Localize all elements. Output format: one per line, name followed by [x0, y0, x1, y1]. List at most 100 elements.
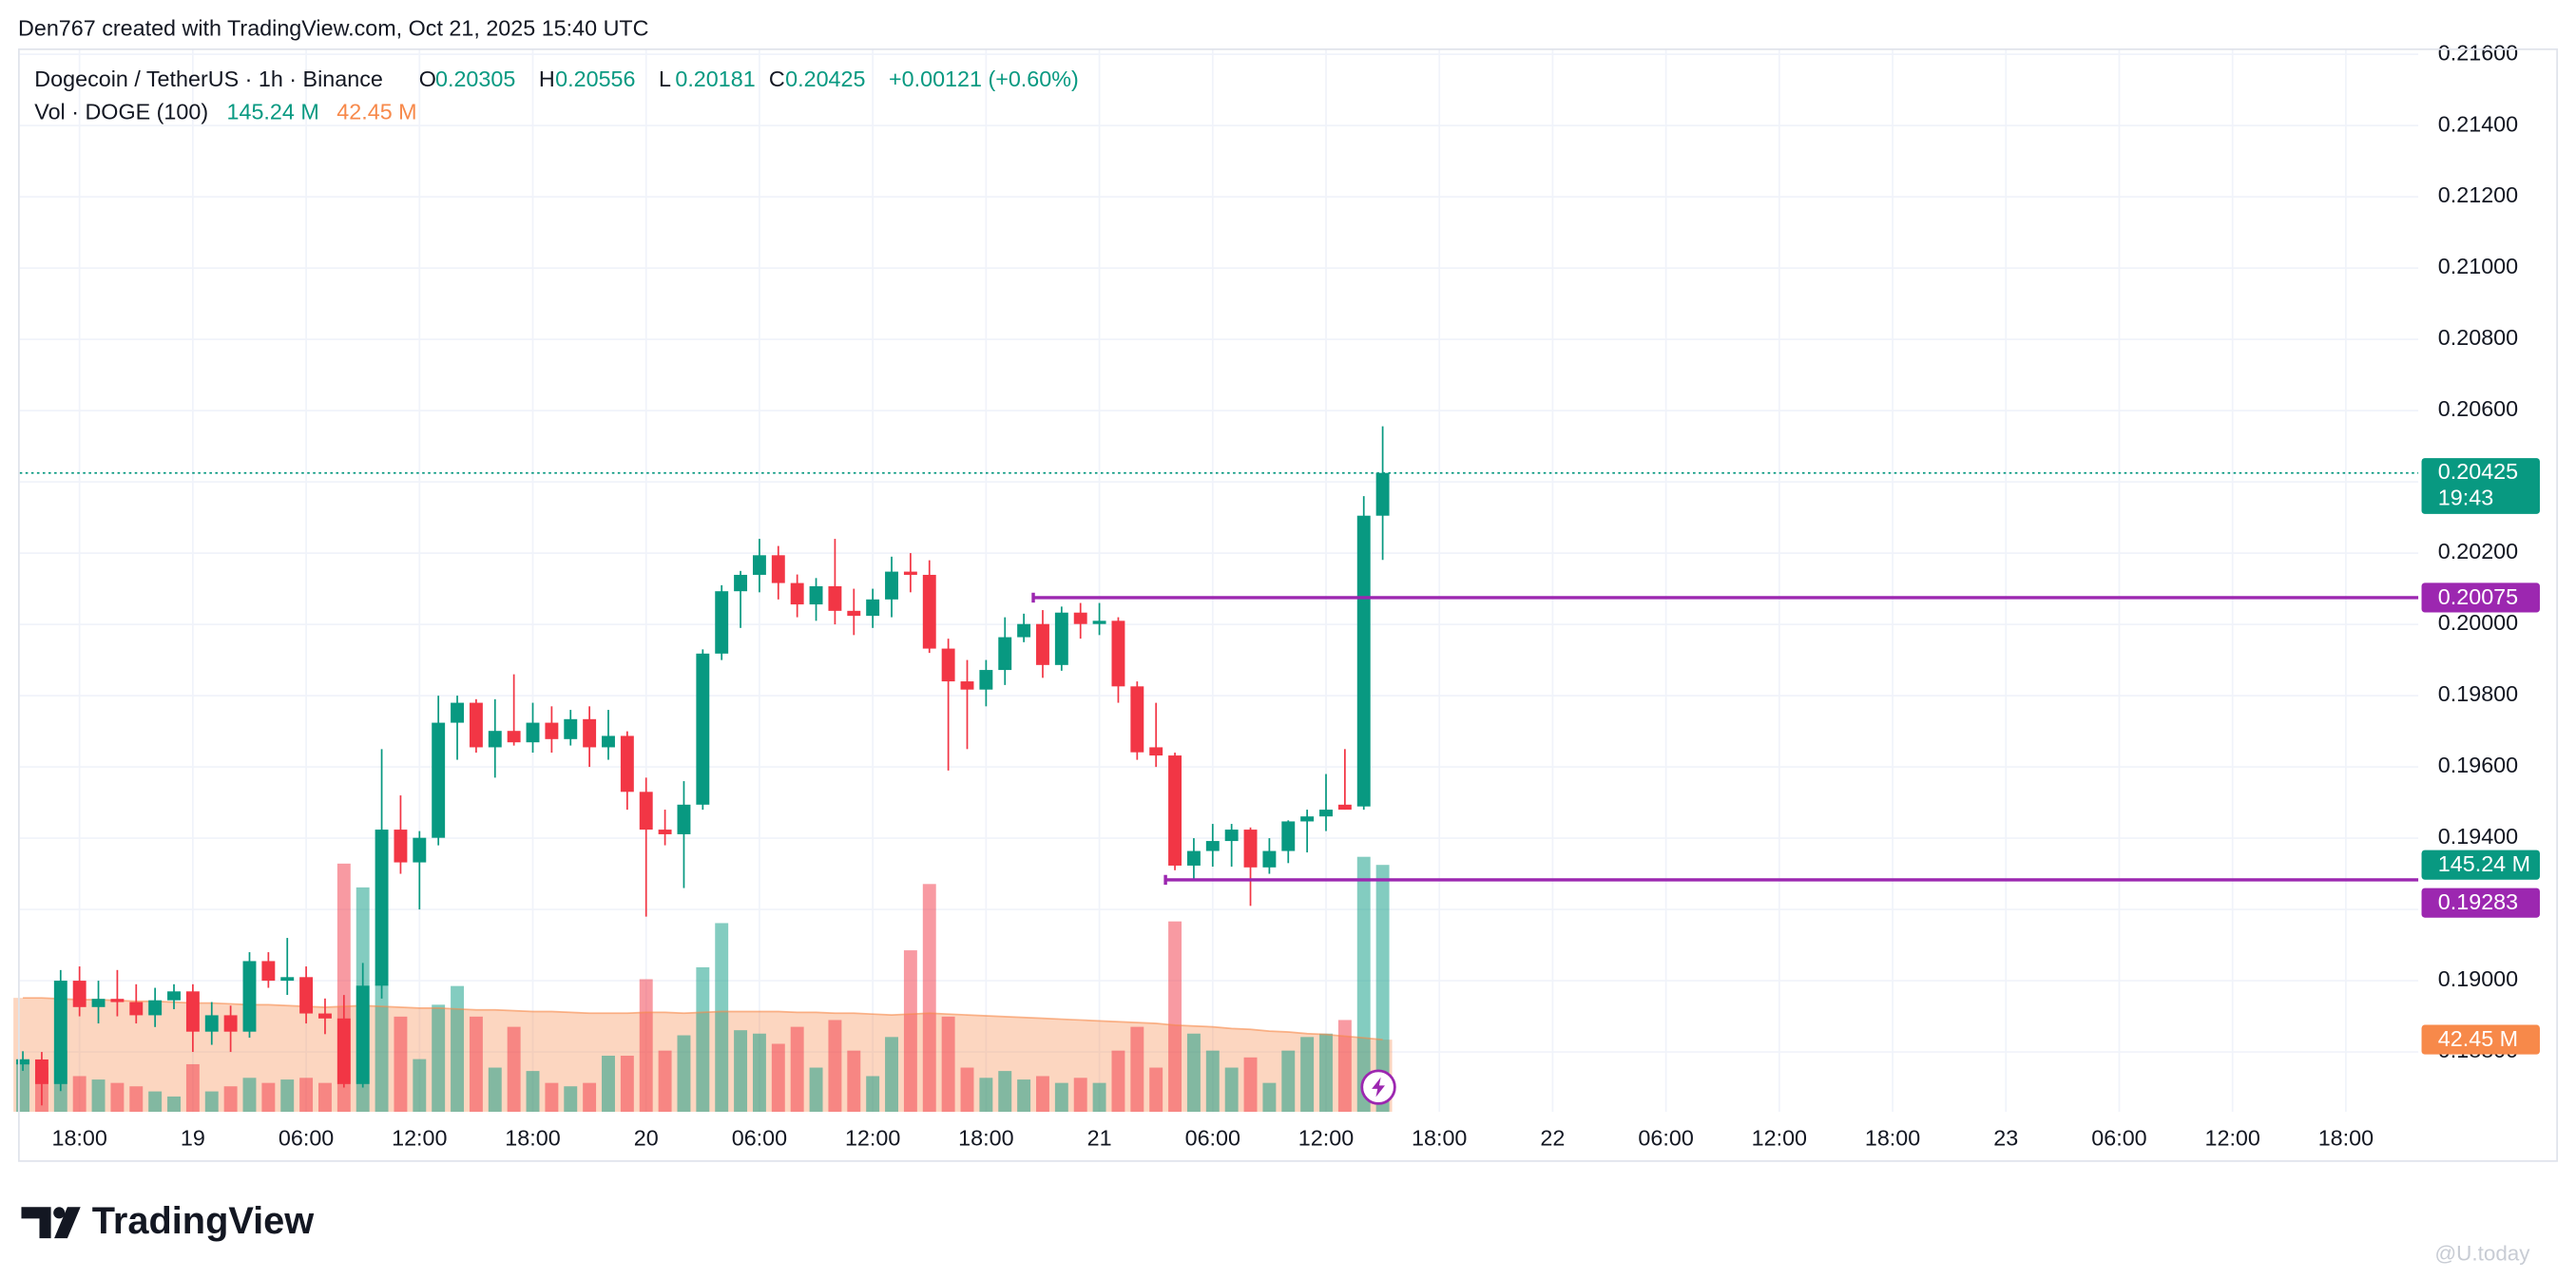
- volume-bar: [1205, 1050, 1220, 1113]
- volume-bar: [1149, 1067, 1163, 1113]
- volume-ma-value: 42.45 M: [336, 99, 416, 124]
- volume-bar: [828, 1020, 842, 1113]
- volume-bar: [129, 1086, 144, 1113]
- ohlc-value: 0.20556: [555, 67, 635, 91]
- ohlc-legend: O 0.20305 H 0.20556 L 0.20181 C 0.20425 +0.00121…: [419, 67, 1079, 91]
- watermark: @U.today: [2434, 1241, 2530, 1265]
- candle-body: [1319, 810, 1333, 817]
- x-tick-label: 06:00: [1185, 1126, 1240, 1151]
- volume-bar: [1319, 1033, 1333, 1113]
- candle-body: [148, 1000, 163, 1016]
- y-tick-label: 0.21600: [2438, 40, 2518, 65]
- volume-bar: [922, 884, 936, 1113]
- volume-bar: [1092, 1082, 1106, 1113]
- volume-bar: [148, 1091, 163, 1113]
- x-tick-label: 06:00: [732, 1126, 787, 1151]
- volume-bar: [1243, 1057, 1258, 1113]
- candle-body: [1186, 850, 1201, 866]
- volume-bar: [639, 979, 653, 1113]
- candle-body: [696, 653, 710, 805]
- candle-body: [469, 702, 483, 748]
- x-tick-label: 12:00: [392, 1126, 447, 1151]
- ohlc-letter: L: [659, 67, 671, 91]
- candle-body: [1262, 850, 1277, 868]
- x-tick-label: 18:00: [958, 1126, 1013, 1151]
- volume-bar: [658, 1050, 672, 1113]
- candle-body: [16, 1059, 30, 1065]
- candle-body: [1149, 747, 1163, 756]
- volume-bar: [941, 1016, 955, 1113]
- candle-body: [1017, 623, 1031, 638]
- volume-bar: [620, 1056, 634, 1113]
- candle-body: [432, 722, 446, 838]
- candle-body: [941, 648, 955, 682]
- chart-frame: [18, 48, 2558, 1162]
- x-tick-label: 18:00: [2318, 1126, 2374, 1151]
- volume-bar: [72, 1076, 87, 1113]
- y-tick-label: 0.20000: [2438, 610, 2518, 635]
- last-price-badge: [2421, 458, 2540, 514]
- volume-bar: [204, 1091, 219, 1113]
- candle-body: [602, 735, 615, 748]
- volume-bar: [734, 1030, 748, 1113]
- candle-body: [885, 571, 898, 600]
- volume-bar: [1186, 1033, 1201, 1113]
- candle-body: [488, 731, 502, 748]
- candle-body: [394, 830, 408, 863]
- alert-icon[interactable]: [1360, 1069, 1396, 1105]
- volume-bar: [583, 1082, 597, 1113]
- candle-body: [299, 977, 314, 1014]
- volume-bar: [1337, 1020, 1352, 1113]
- volume-bar: [1111, 1050, 1125, 1113]
- candle-body: [280, 977, 295, 982]
- candle-body: [318, 1013, 332, 1019]
- volume-value: 145.24 M: [227, 99, 319, 124]
- candle-body: [903, 571, 917, 575]
- volume-ma-badge-label: 42.45 M: [2438, 1026, 2518, 1051]
- y-tick-label: 0.19400: [2438, 824, 2518, 849]
- ohlc-letter: H: [539, 67, 555, 91]
- candle-body: [979, 670, 993, 690]
- candle-body: [790, 582, 804, 605]
- candle-body: [922, 574, 936, 649]
- volume-bar: [809, 1067, 823, 1113]
- candle-body: [507, 731, 521, 743]
- ohlc-letter: O: [419, 67, 436, 91]
- tradingview-logo[interactable]: TradingView: [21, 1200, 314, 1242]
- last-price-label: 0.20425: [2438, 459, 2518, 484]
- candle-body: [1130, 686, 1144, 753]
- candle-body: [1224, 830, 1239, 842]
- candle-body: [658, 830, 672, 834]
- price-badge-label: 0.20075: [2438, 584, 2518, 609]
- candle-body: [620, 735, 634, 792]
- volume-bar: [903, 950, 917, 1113]
- candle-body: [34, 1059, 48, 1084]
- y-tick-label: 0.19800: [2438, 681, 2518, 706]
- x-tick-label: 20: [634, 1126, 659, 1151]
- volume-bar: [110, 1082, 125, 1113]
- volume-bar: [261, 1082, 276, 1113]
- volume-bar: [771, 1043, 785, 1113]
- candle-body: [526, 722, 540, 743]
- candle-body: [129, 1002, 144, 1016]
- volume-bar: [318, 1082, 332, 1113]
- candle-body: [828, 585, 842, 611]
- volume-bar: [960, 1067, 974, 1113]
- candle-body: [847, 610, 861, 617]
- volume-bar: [223, 1086, 238, 1113]
- candle-body: [242, 961, 257, 1032]
- candle-body: [204, 1015, 219, 1032]
- candle-body: [336, 1018, 351, 1084]
- volume-bar: [998, 1071, 1012, 1113]
- volume-bar: [167, 1096, 181, 1113]
- volume-bar: [790, 1026, 804, 1113]
- x-tick-label: 22: [1540, 1126, 1565, 1151]
- volume-bar: [185, 1063, 200, 1113]
- y-tick-label: 0.21000: [2438, 254, 2518, 278]
- volume-ma-badge: [2421, 1024, 2540, 1055]
- candle-body: [1281, 821, 1296, 851]
- candle-body: [185, 991, 200, 1032]
- candle-body: [1356, 515, 1371, 807]
- x-tick-label: 06:00: [1638, 1126, 1693, 1151]
- volume-bar: [1073, 1078, 1087, 1113]
